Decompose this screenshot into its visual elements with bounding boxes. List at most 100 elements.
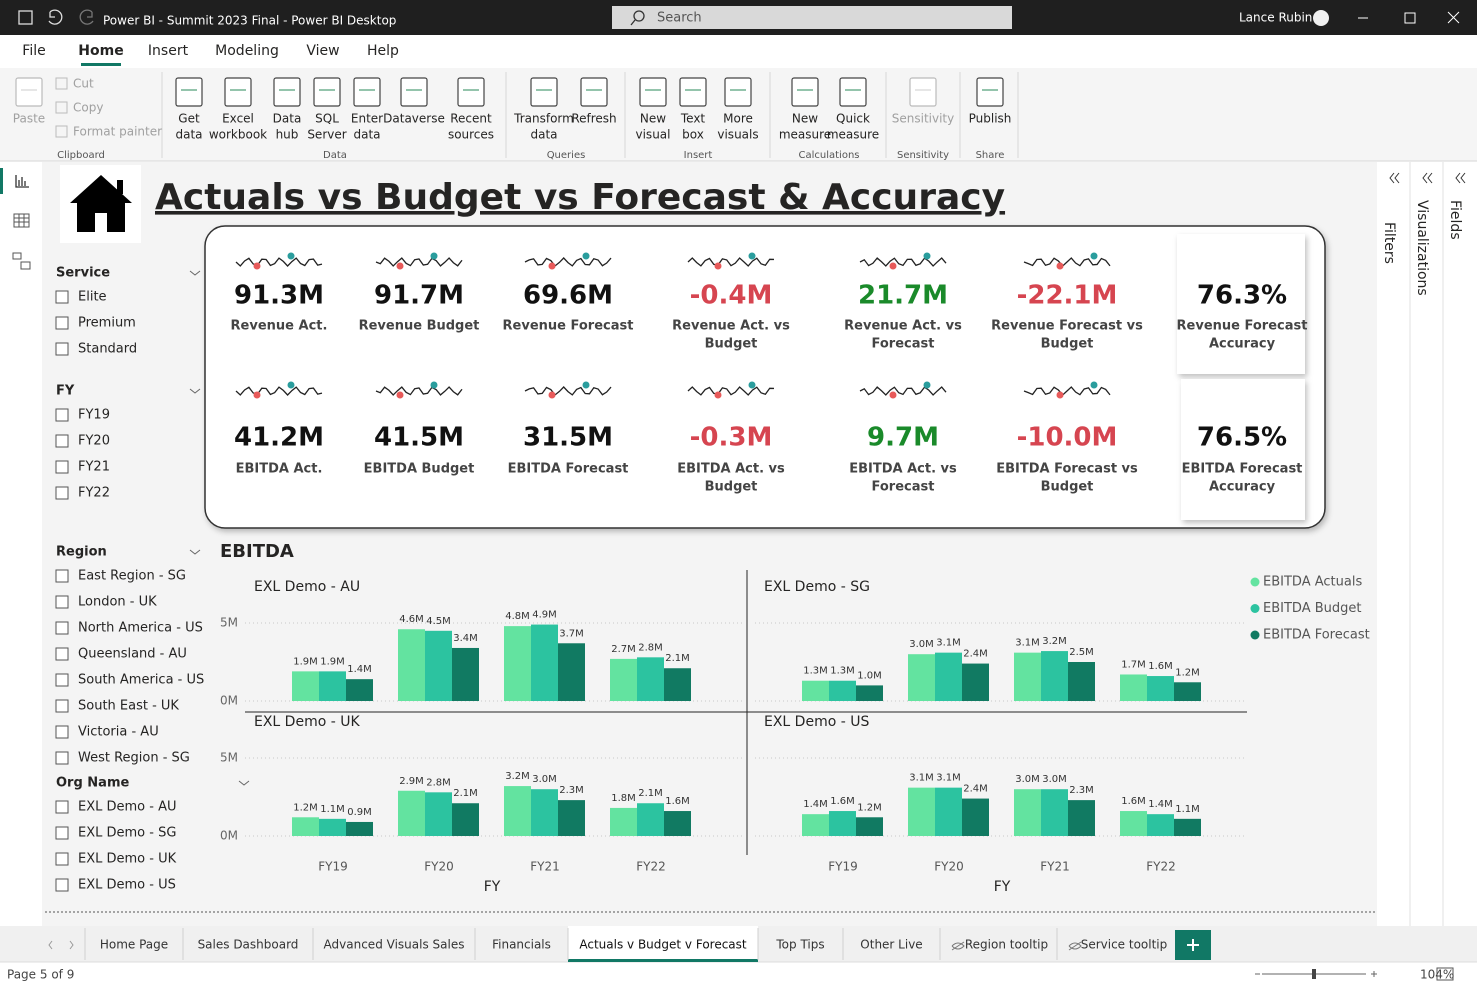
ribbon-button-label[interactable]: Paste [13,112,45,126]
collapse-pane[interactable] [1389,172,1400,184]
ribbon-button-label[interactable]: data [353,128,380,142]
data-view-icon[interactable] [13,213,30,228]
page-tab[interactable]: Other Live [860,938,922,952]
slicer-item[interactable]: East Region - SG [78,569,186,584]
ribbon-button-label[interactable]: Publish [969,112,1012,126]
page-nav-arrows[interactable] [48,940,74,950]
ribbon-button-icon[interactable] [400,77,428,107]
save-icon[interactable] [18,10,33,25]
ribbon-button-icon[interactable] [224,77,252,107]
ribbon-button-label[interactable]: Excel [222,112,254,126]
ribbon-button-label[interactable]: data [530,128,557,142]
pane-title[interactable]: Visualizations [1414,200,1430,296]
slicer-item[interactable]: Premium [78,316,136,331]
ribbon-button-label[interactable]: New [792,112,818,126]
slicer-item[interactable]: FY19 [78,408,110,423]
slicer-item[interactable]: EXL Demo - SG [78,826,176,841]
slicer-item[interactable]: Elite [78,290,107,305]
slicer-checkbox[interactable] [55,290,69,304]
collapse-pane[interactable] [1422,172,1433,184]
slicer-item[interactable]: North America - US [78,621,203,636]
slicer-item[interactable]: Queensland - AU [78,647,187,662]
user-avatar[interactable] [1313,10,1329,26]
ribbon-tab[interactable]: Modeling [215,43,279,59]
close-button[interactable] [1447,11,1460,24]
ribbon-button-label[interactable]: Enter [351,112,383,126]
slicer-checkbox[interactable] [55,751,69,765]
ribbon-button-label[interactable]: Text [680,112,706,126]
ribbon-button-icon[interactable] [839,77,867,107]
ribbon-button-icon[interactable] [679,77,707,107]
ribbon-button-icon[interactable] [976,77,1004,107]
ribbon-button-icon[interactable] [273,77,301,107]
slicer-checkbox[interactable] [55,460,69,474]
slicer-checkbox[interactable] [55,408,69,422]
slicer-checkbox[interactable] [55,878,69,892]
page-tab[interactable]: Service tooltip [1081,938,1168,952]
ribbon-button-label[interactable]: Get [178,112,200,126]
slicer-checkbox[interactable] [55,486,69,500]
zoom-in[interactable] [1371,971,1377,977]
slicer-item[interactable]: South America - US [78,673,204,688]
maximize-button[interactable] [1404,12,1416,24]
ribbon-button-label[interactable]: visual [636,128,671,142]
ribbon-button-label[interactable]: Dataverse [383,112,445,126]
ribbon-button-icon[interactable] [15,77,43,107]
ribbon-tab[interactable]: Home [78,43,123,59]
slicer-checkbox[interactable] [55,647,69,661]
ribbon-tab[interactable]: Insert [148,43,189,59]
ribbon-button-label[interactable]: hub [276,128,299,142]
ribbon-button-label[interactable]: workbook [209,128,267,142]
ribbon-button-label[interactable]: sources [448,128,494,142]
page-tab[interactable]: Home Page [100,938,168,952]
ribbon-button-label[interactable]: More [723,112,753,126]
ribbon-button-label[interactable]: Data [273,112,302,126]
ribbon-tab[interactable]: Help [367,43,399,59]
pane-title[interactable]: Filters [1381,222,1397,264]
slicer-checkbox[interactable] [55,725,69,739]
slicer-checkbox[interactable] [55,800,69,814]
undo-icon[interactable] [48,9,63,25]
slicer-item[interactable]: FY20 [78,434,110,449]
pane-title[interactable]: Fields [1447,200,1463,240]
ribbon-button-label[interactable]: measure [827,128,879,142]
ribbon-button-label[interactable]: Server [307,128,346,142]
ribbon-button-icon[interactable] [457,77,485,107]
report-view-icon[interactable] [15,175,29,188]
ribbon-button-label[interactable]: box [682,128,704,142]
ribbon-button-icon[interactable] [530,77,558,107]
slicer-checkbox[interactable] [55,621,69,635]
ribbon-button-icon[interactable] [313,77,341,107]
zoom-slider-thumb[interactable] [1312,969,1316,979]
ribbon-button-label[interactable]: visuals [717,128,758,142]
slicer-item[interactable]: EXL Demo - US [78,878,176,893]
page-tab[interactable]: Region tooltip [965,938,1048,952]
ribbon-button-label[interactable]: Transform [513,112,574,126]
collapse-pane[interactable] [1455,172,1466,184]
slicer-item[interactable]: South East - UK [78,699,179,714]
ribbon-button-icon[interactable] [639,77,667,107]
ribbon-button-icon[interactable] [724,77,752,107]
page-tab[interactable]: Sales Dashboard [198,938,299,952]
ribbon-button-label[interactable]: Quick [836,112,870,126]
search-box[interactable] [612,6,1012,29]
ribbon-button-label[interactable]: Sensitivity [892,112,954,126]
ribbon-button-icon[interactable] [175,77,203,107]
slicer-checkbox[interactable] [55,569,69,583]
slicer-checkbox[interactable] [55,342,69,356]
slicer-item[interactable]: Victoria - AU [78,725,159,740]
ribbon-button-label[interactable]: Recent [450,112,492,126]
ribbon-tab[interactable]: View [306,43,339,59]
ribbon-button-label[interactable]: measure [779,128,831,142]
slicer-checkbox[interactable] [55,595,69,609]
page-tab[interactable]: Actuals v Budget v Forecast [579,938,747,952]
slicer-item[interactable]: EXL Demo - UK [78,852,177,867]
ribbon-button-icon[interactable] [791,77,819,107]
slicer-checkbox[interactable] [55,673,69,687]
ribbon-tab[interactable]: File [22,43,45,59]
page-tab[interactable]: Top Tips [775,938,824,952]
ribbon-button-label[interactable]: New [640,112,666,126]
ribbon-button-icon[interactable] [353,77,381,107]
slicer-checkbox[interactable] [55,434,69,448]
model-view-icon[interactable] [12,252,22,260]
